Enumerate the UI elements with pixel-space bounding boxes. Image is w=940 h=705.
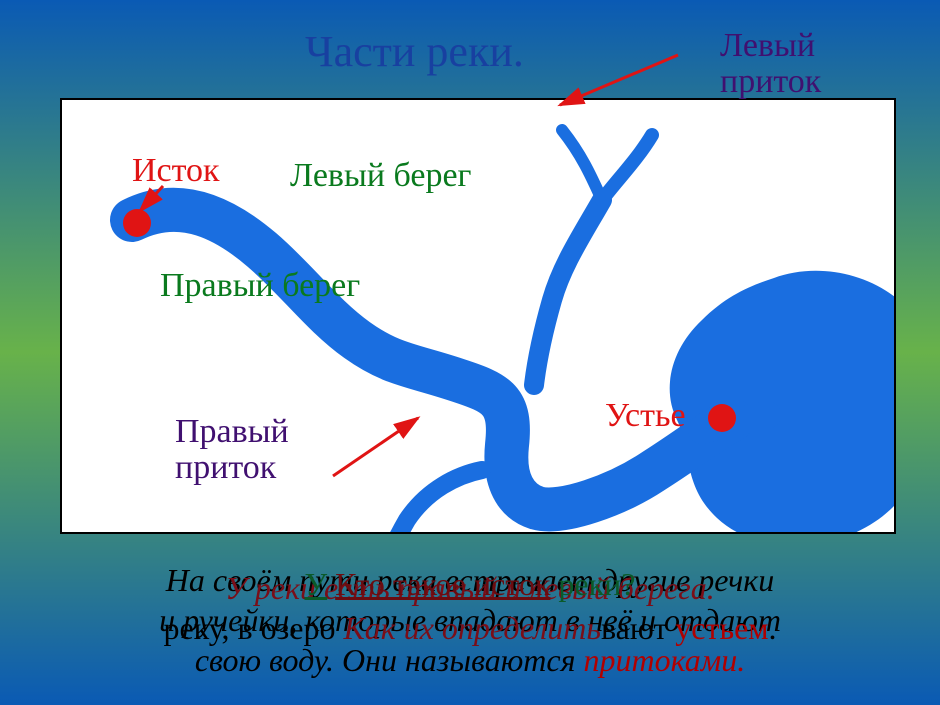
label-left_bank: Левый берег <box>290 158 472 194</box>
label-ustye: Устье <box>605 398 686 434</box>
label-right_bank: Правый берег <box>160 268 360 304</box>
page-title: Части реки. <box>305 30 524 74</box>
caption-layer: У Кто такое исток реки? <box>40 564 900 604</box>
label-right_trib_lbl: Правый приток <box>175 414 289 485</box>
label-istok: Исток <box>132 153 220 189</box>
bottom-caption: На своём пути река встречает другие речк… <box>40 550 900 690</box>
label-left_trib_lbl: Левый приток <box>720 28 821 99</box>
